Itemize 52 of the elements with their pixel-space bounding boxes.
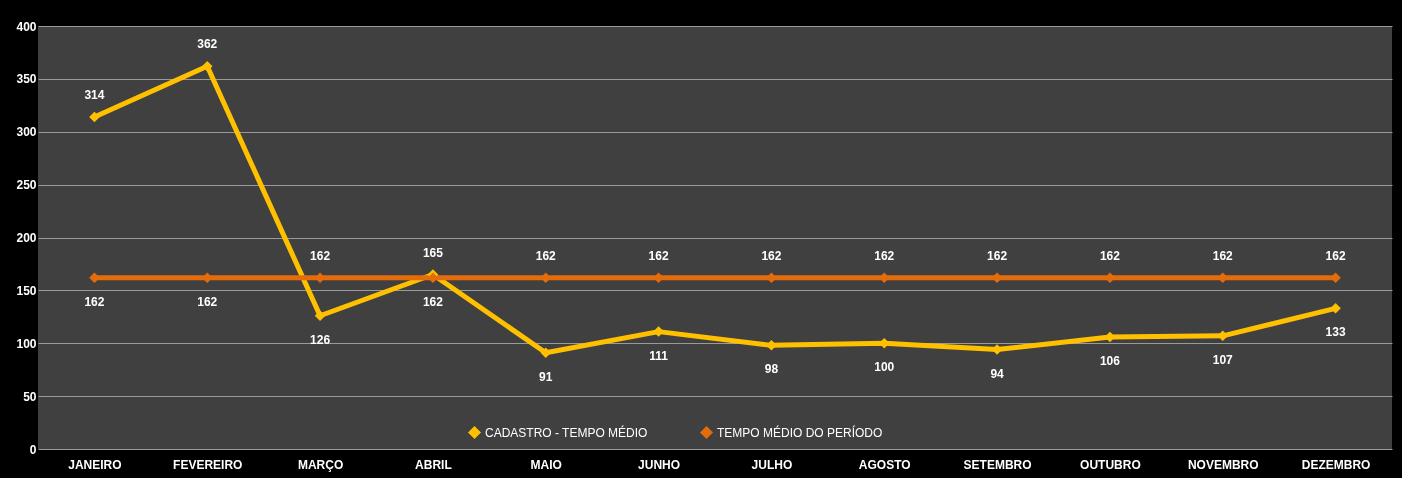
point xyxy=(314,310,326,321)
data-label: 98 xyxy=(764,362,779,377)
data-label: 111 xyxy=(649,348,669,363)
data-label: 162 xyxy=(197,294,218,309)
data-label: 162 xyxy=(1212,248,1234,263)
data-label: 162 xyxy=(535,248,557,263)
data-label: 94 xyxy=(990,366,1005,381)
data-label: 314 xyxy=(84,87,105,102)
data-label: 107 xyxy=(1212,352,1234,367)
data-label: 91 xyxy=(539,369,553,384)
data-label: 162 xyxy=(84,294,105,309)
data-label: 165 xyxy=(422,245,444,260)
data-label: 162 xyxy=(422,294,444,309)
data-label: 133 xyxy=(1325,325,1346,340)
data-label: 126 xyxy=(310,332,331,347)
y-tick-label: 150 xyxy=(16,283,37,298)
legend-label: CADASTRO - TEMPO MÉDIO xyxy=(485,424,648,440)
point xyxy=(202,60,213,72)
x-tick-label: OUTUBRO xyxy=(1080,457,1141,472)
x-tick-label: JANEIRO xyxy=(68,457,122,472)
point xyxy=(89,111,100,123)
legend-label: TEMPO MÉDIO DO PERÍODO xyxy=(717,424,883,440)
x-tick-label: JULHO xyxy=(751,457,793,472)
x-tick-label: JUNHO xyxy=(638,457,681,472)
x-tick-label: FEVEREIRO xyxy=(173,457,243,472)
y-tick-label: 100 xyxy=(16,336,37,351)
x-tick-label: MAIO xyxy=(530,457,562,472)
x-tick-label: AGOSTO xyxy=(858,457,911,472)
y-tick-label: 400 xyxy=(16,19,37,34)
data-label: 162 xyxy=(987,248,1008,263)
data-label: 362 xyxy=(197,37,218,52)
data-label: 162 xyxy=(648,248,669,263)
data-label: 162 xyxy=(1099,248,1121,263)
data-label: 106 xyxy=(1099,353,1121,368)
y-tick-label: 0 xyxy=(29,442,37,457)
y-tick-label: 350 xyxy=(16,72,37,87)
y-tick-label: 50 xyxy=(23,389,37,404)
x-tick-label: NOVEMBRO xyxy=(1187,457,1259,472)
data-label: 162 xyxy=(761,248,782,263)
x-tick-label: DEZEMBRO xyxy=(1301,457,1371,472)
y-tick-label: 200 xyxy=(16,231,37,245)
data-label: 162 xyxy=(874,248,895,263)
x-tick-label: ABRIL xyxy=(415,457,452,472)
data-label: 162 xyxy=(310,248,331,263)
x-tick-label: SETEMBRO xyxy=(963,457,1032,472)
point xyxy=(540,347,551,359)
y-tick-label: 300 xyxy=(16,125,37,140)
data-label: 100 xyxy=(874,360,895,375)
data-label: 162 xyxy=(1325,248,1346,263)
y-tick-label: 250 xyxy=(16,178,37,193)
x-tick-label: MARÇO xyxy=(297,457,344,472)
point xyxy=(1330,303,1341,314)
